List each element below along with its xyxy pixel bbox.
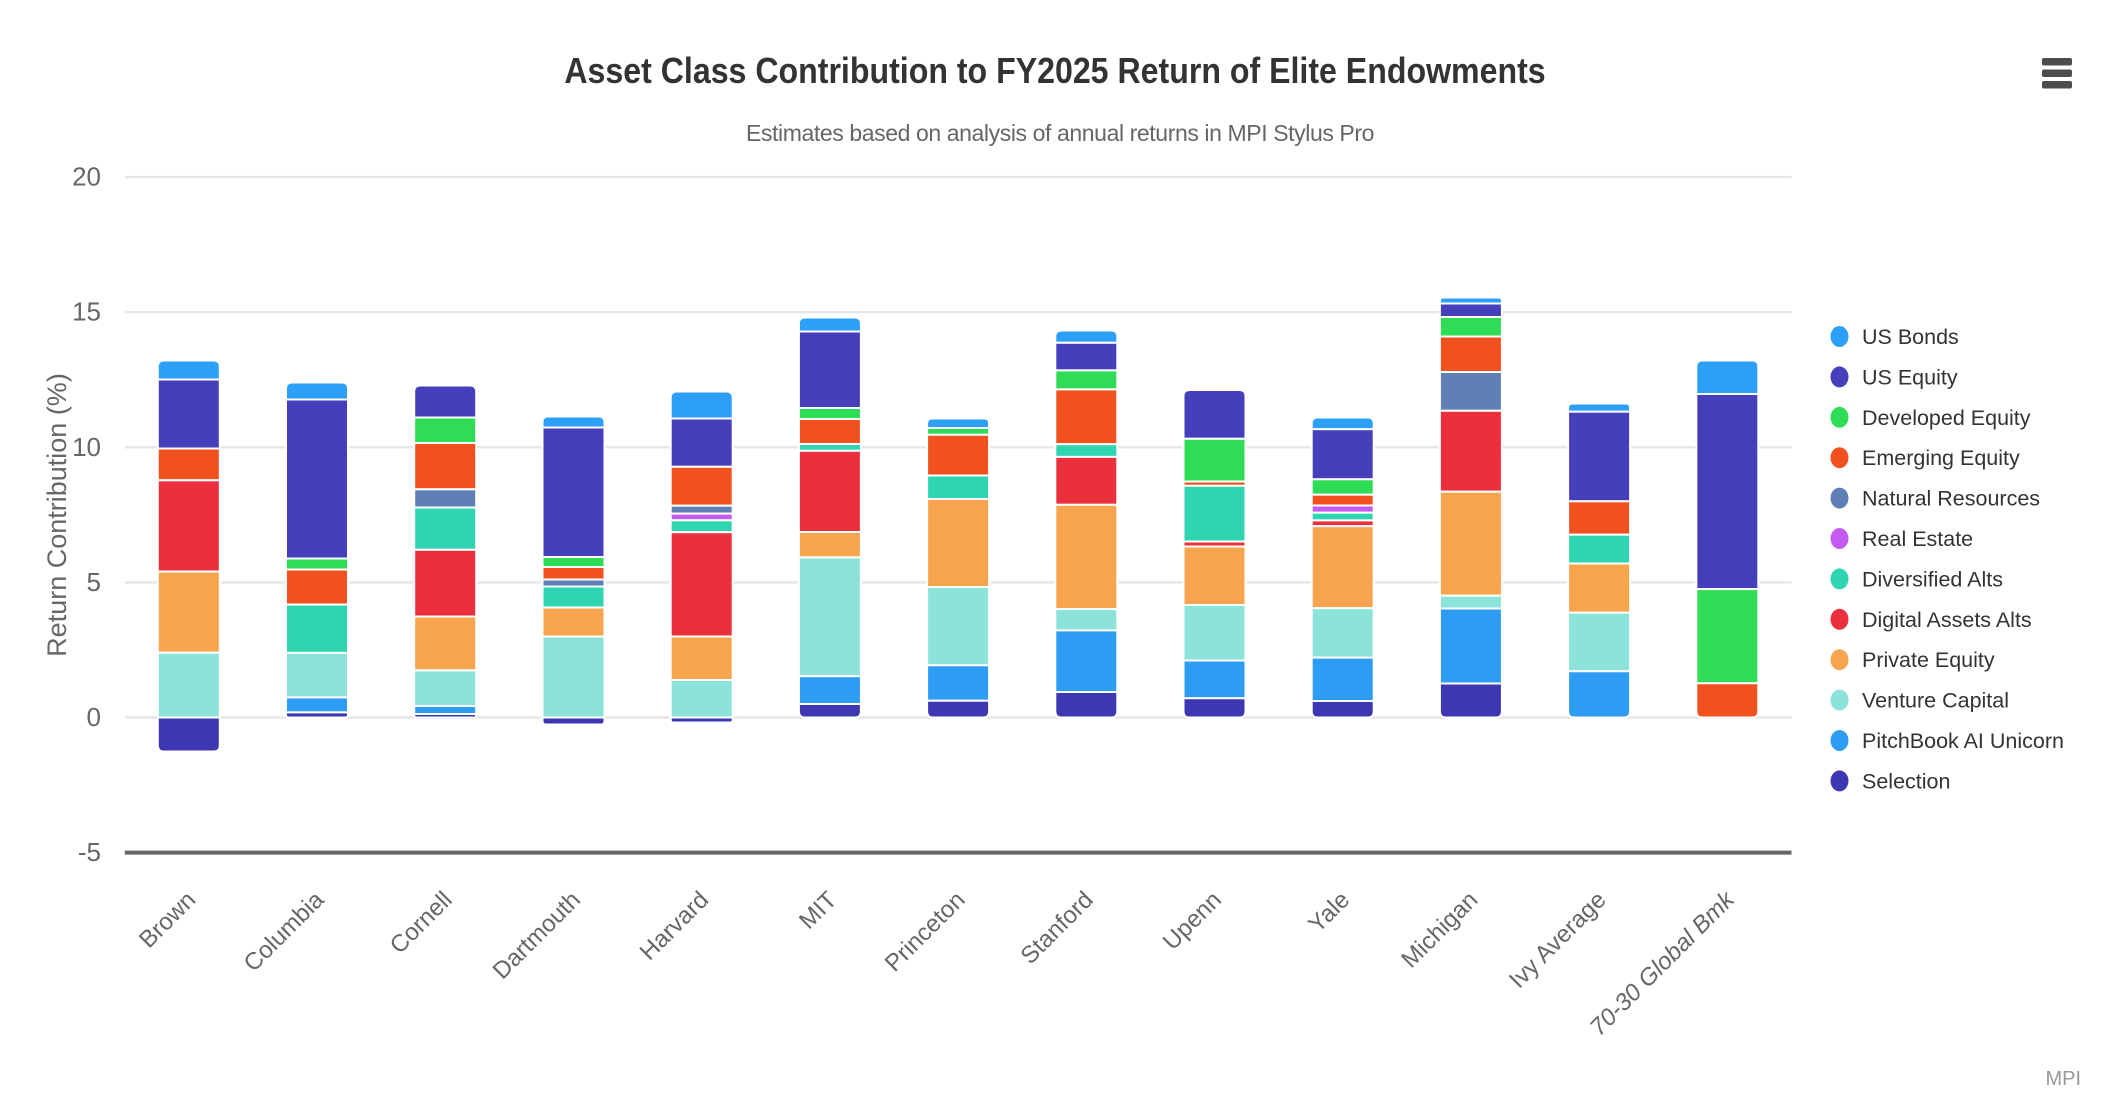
svg-text:15: 15 <box>72 297 101 327</box>
svg-text:Digital Assets Alts: Digital Assets Alts <box>1862 608 2032 632</box>
svg-text:5: 5 <box>87 567 101 597</box>
svg-text:Private Equity: Private Equity <box>1862 648 1995 672</box>
svg-text:PitchBook AI Unicorn: PitchBook AI Unicorn <box>1862 729 2064 753</box>
svg-text:Asset Class Contribution to FY: Asset Class Contribution to FY2025 Retur… <box>564 51 1545 91</box>
svg-text:Return Contribution (%): Return Contribution (%) <box>42 373 72 657</box>
svg-text:MPI: MPI <box>2045 1068 2081 1090</box>
svg-text:Estimates based on analysis of: Estimates based on analysis of annual re… <box>746 120 1374 146</box>
svg-text:US Equity: US Equity <box>1862 365 1958 389</box>
svg-text:Selection: Selection <box>1862 769 1950 793</box>
svg-text:Venture Capital: Venture Capital <box>1862 689 2009 713</box>
svg-text:Emerging Equity: Emerging Equity <box>1862 446 2020 470</box>
svg-text:20: 20 <box>72 162 101 192</box>
svg-text:Real Estate: Real Estate <box>1862 527 1973 551</box>
svg-text:10: 10 <box>72 432 101 462</box>
svg-text:0: 0 <box>87 702 101 732</box>
svg-text:US Bonds: US Bonds <box>1862 325 1959 349</box>
svg-text:Natural Resources: Natural Resources <box>1862 487 2040 511</box>
svg-text:-5: -5 <box>78 837 101 867</box>
svg-text:Developed Equity: Developed Equity <box>1862 406 2031 430</box>
svg-text:Diversified Alts: Diversified Alts <box>1862 567 2003 591</box>
